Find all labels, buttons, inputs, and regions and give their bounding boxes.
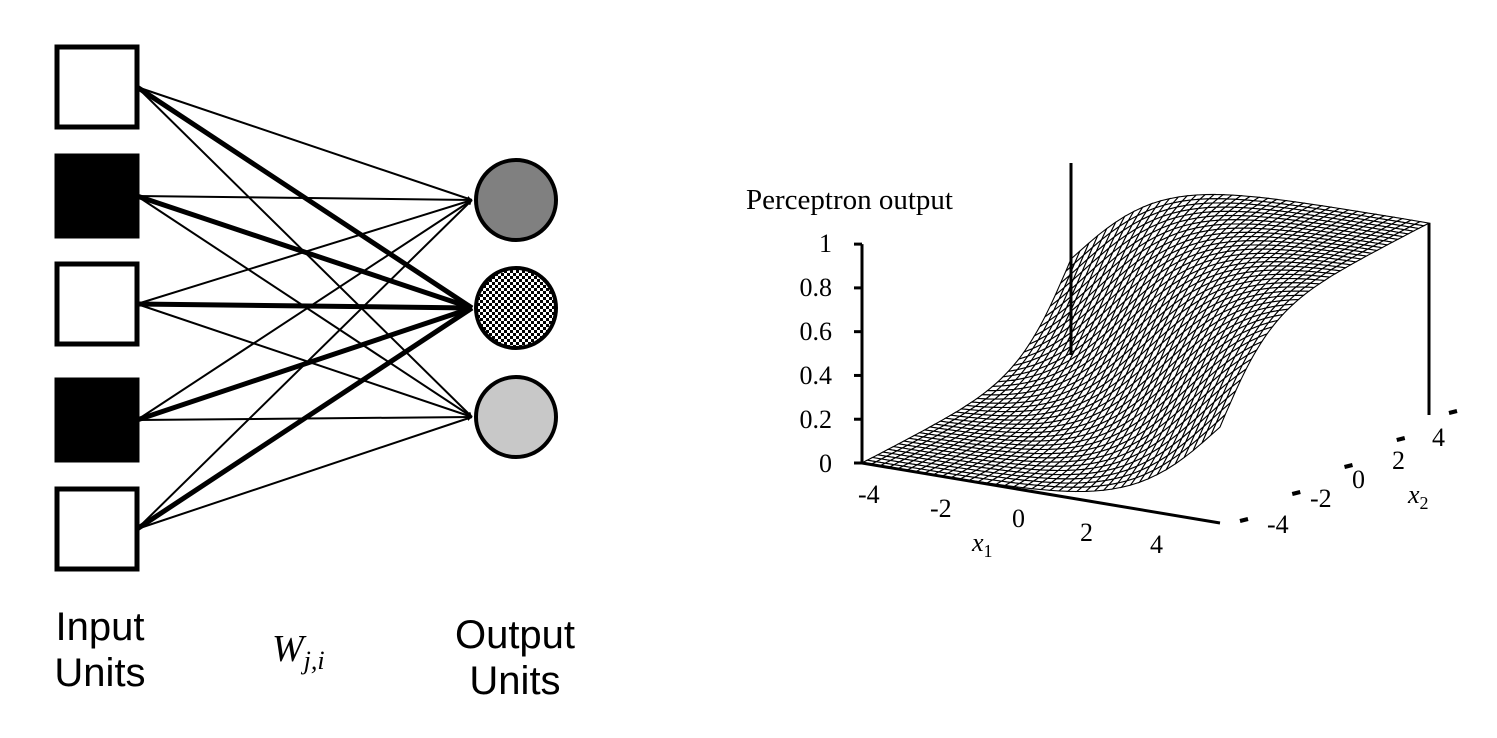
x1-tick-neg4: -4 (858, 480, 880, 509)
z-tick-1: 1 (819, 229, 832, 258)
x1-axis-label: x1 (972, 528, 993, 562)
input-unit-3 (54, 261, 140, 347)
output-units-label: Output Units (435, 612, 595, 704)
x1-tick-neg2: -2 (930, 494, 952, 523)
x2-tick-neg2: -2 (1310, 484, 1332, 513)
x2-tick-neg4: -4 (1267, 510, 1289, 539)
input-unit-4 (54, 377, 140, 463)
weight-edge-1-1 (136, 86, 473, 201)
x2-axis-label-var: x (1408, 480, 1420, 509)
weight-edge-3-3 (136, 303, 473, 418)
weight-label-main: W (272, 628, 304, 670)
output-units-label-line2: Units (469, 659, 561, 703)
output-unit-3 (474, 375, 558, 459)
surface-cell (1210, 414, 1226, 436)
output-unit-1 (474, 158, 558, 242)
input-units-label-line1: Input (55, 605, 145, 649)
x1-tick-2: 2 (1080, 518, 1093, 547)
input-unit-2 (54, 153, 140, 239)
weight-edge-5-2 (135, 305, 474, 532)
output-unit-2 (474, 266, 558, 350)
x2-tick-2: 2 (1392, 446, 1405, 475)
input-unit-5 (54, 486, 140, 572)
weight-label: Wj,i (272, 628, 325, 676)
input-units-label-line2: Units (54, 651, 146, 695)
weight-edge-5-3 (136, 416, 473, 530)
input-units (54, 44, 140, 572)
weight-edge-3-2 (136, 301, 473, 311)
plot-title: Perceptron output (746, 184, 953, 216)
x2-axis-label: x2 (1408, 480, 1429, 514)
x2-axis-label-sub: 2 (1419, 493, 1429, 513)
weight-edge-5-1 (136, 199, 473, 530)
weight-edge-2-1 (136, 195, 473, 203)
x1-axis-label-var: x (972, 528, 984, 557)
weight-label-sub: j,i (303, 646, 325, 675)
x2-tick-mark (1396, 436, 1406, 442)
x1-axis-label-sub: 1 (983, 541, 993, 561)
input-units-label: Input Units (40, 604, 160, 696)
x2-tick-mark (1291, 490, 1301, 496)
x2-tick-4: 4 (1432, 423, 1445, 452)
x2-tick-mark (1239, 517, 1249, 523)
z-tick-0: 0 (819, 449, 832, 478)
z-tick-0.2: 0.2 (799, 405, 833, 434)
weight-edge-4-1 (136, 199, 473, 421)
output-units-label-line1: Output (454, 613, 576, 657)
x2-tick-mark (1344, 463, 1353, 469)
x1-axis-line (861, 461, 1221, 525)
weight-connections (135, 84, 474, 532)
x1-tick-0: 0 (1012, 504, 1025, 533)
z-tick-0.4: 0.4 (799, 361, 833, 390)
output-units (474, 158, 558, 459)
weight-edge-3-1 (136, 199, 473, 305)
input-unit-1 (54, 44, 140, 130)
x2-tick-mark (1448, 409, 1458, 415)
x1-tick-4: 4 (1150, 530, 1163, 559)
z-tick-0.6: 0.6 (799, 317, 833, 346)
x2-tick-0: 0 (1352, 465, 1365, 494)
z-tick-0.8: 0.8 (799, 273, 833, 302)
surface-mesh (860, 193, 1431, 493)
plot-axes (854, 163, 1458, 525)
